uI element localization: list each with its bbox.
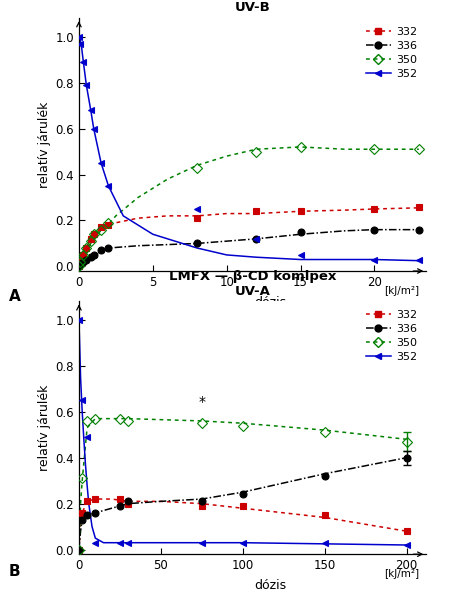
Title: LMFX — β-CD komlpex
UV-A: LMFX — β-CD komlpex UV-A	[169, 270, 336, 298]
Text: dózis: dózis	[254, 580, 286, 593]
Text: *: *	[198, 395, 205, 409]
Y-axis label: relatív járulék: relatív járulék	[38, 102, 51, 188]
Text: A: A	[9, 289, 21, 304]
Legend: 332, 336, 350, 352: 332, 336, 350, 352	[363, 307, 421, 365]
Y-axis label: relatív járulék: relatív járulék	[38, 385, 51, 471]
Text: [kJ/m²]: [kJ/m²]	[385, 286, 419, 296]
Text: [kJ/m²]: [kJ/m²]	[385, 569, 419, 579]
Text: B: B	[9, 563, 21, 579]
Legend: 332, 336, 350, 352: 332, 336, 350, 352	[363, 24, 421, 82]
Title: LMFX oldat
UV-B: LMFX oldat UV-B	[210, 0, 295, 15]
Text: dózis: dózis	[254, 297, 286, 309]
